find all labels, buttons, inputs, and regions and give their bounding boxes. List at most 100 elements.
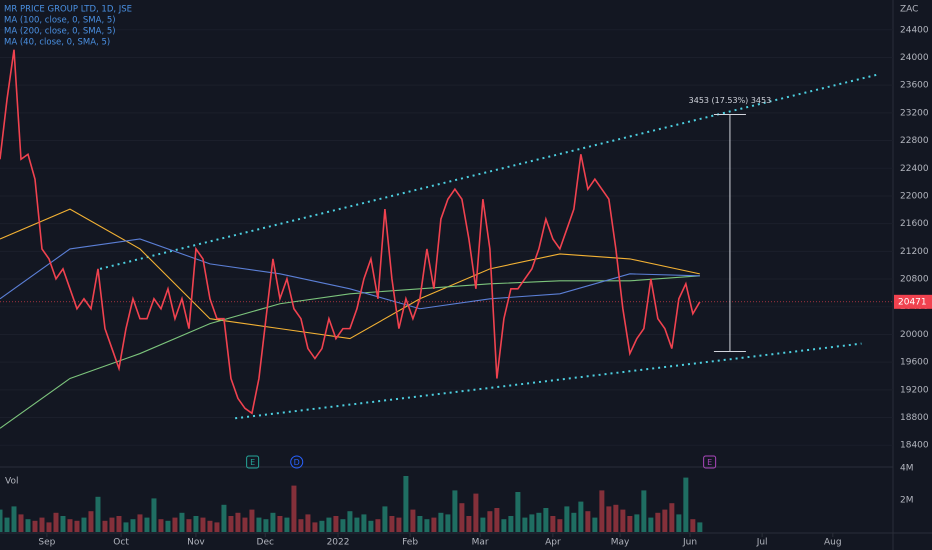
volume-bar <box>662 509 668 532</box>
volume-bar <box>53 512 59 532</box>
volume-bar <box>319 520 325 532</box>
volume-bar <box>424 519 430 532</box>
currency: ZAC <box>900 5 918 15</box>
volume-bar <box>354 517 360 532</box>
volume-bar <box>487 511 493 532</box>
volume-bar <box>438 512 444 532</box>
volume-bar <box>32 520 38 532</box>
volume-bar <box>291 485 297 532</box>
event-marker <box>703 455 717 469</box>
volume-bar <box>214 522 220 532</box>
y-tick-label: 23600 <box>900 81 929 91</box>
x-tick-label: 2022 <box>327 538 350 548</box>
volume-bar <box>606 506 612 532</box>
y-tick-label: 18400 <box>900 441 929 451</box>
volume-bar <box>186 519 192 532</box>
volume-bar <box>298 519 304 532</box>
volume-bar <box>613 504 619 532</box>
volume-bar <box>417 516 423 532</box>
volume-bar <box>333 516 339 532</box>
volume-bar <box>683 477 689 532</box>
volume-bar <box>494 508 500 532</box>
volume-bar <box>389 516 395 532</box>
y-tick-label: 22800 <box>900 136 929 146</box>
volume-bar <box>74 520 80 532</box>
volume-bar <box>95 496 101 532</box>
event-marker <box>290 455 304 469</box>
volume-bar <box>326 517 332 532</box>
volume-bar <box>452 490 458 532</box>
volume-bar <box>361 514 367 532</box>
volume-bar <box>522 517 528 532</box>
volume-bar <box>473 493 479 532</box>
volume-bar <box>529 514 535 532</box>
x-tick-label: Feb <box>402 538 418 548</box>
y-tick-label: 24400 <box>900 25 929 35</box>
volume-bar <box>88 511 94 532</box>
measure-label: 3453 (17.53%) 3453 <box>689 96 772 105</box>
volume-bar <box>270 512 276 532</box>
volume-bar <box>102 520 108 532</box>
volume-bar <box>375 519 381 532</box>
volume-bar <box>515 492 521 532</box>
x-tick-label: May <box>611 538 630 548</box>
volume-bar <box>179 512 185 532</box>
volume-bar <box>543 508 549 532</box>
volume-label: Vol <box>5 477 18 487</box>
volume-bar <box>137 514 143 532</box>
volume-bar <box>697 522 703 532</box>
volume-bar <box>648 517 654 532</box>
volume-bar <box>109 517 115 532</box>
x-tick-label: Aug <box>824 538 842 548</box>
y-tick-label: 22000 <box>900 191 929 201</box>
volume-bar <box>81 517 87 532</box>
last-price-badge <box>894 294 932 309</box>
volume-bar <box>312 522 318 532</box>
volume-bar <box>445 514 451 532</box>
volume-bar <box>235 512 241 532</box>
volume-bar <box>564 506 570 532</box>
price-line <box>0 49 701 415</box>
event-label: E <box>250 458 255 467</box>
volume-bar <box>165 520 171 532</box>
volume-bar <box>431 517 437 532</box>
volume-bar <box>18 514 24 532</box>
volume-bar <box>277 516 283 532</box>
volume-bar <box>151 498 157 532</box>
volume-bar <box>382 506 388 532</box>
volume-bar <box>627 516 633 532</box>
y-tick-label: 24000 <box>900 53 929 63</box>
volume-bar <box>263 519 269 532</box>
y-tick-label: 21200 <box>900 247 929 257</box>
legend-entry: MA (100, close, 0, SMA, 5) <box>4 16 116 26</box>
volume-bar <box>480 517 486 532</box>
volume-bar <box>123 522 129 532</box>
volume-bar <box>46 522 52 532</box>
x-tick-label: Nov <box>187 538 205 548</box>
volume-bar <box>501 519 507 532</box>
volume-bar <box>340 519 346 532</box>
volume-tick-label: 4M <box>900 464 914 474</box>
volume-bar <box>396 517 402 532</box>
y-tick-label: 20000 <box>900 330 929 340</box>
y-tick-label: 18800 <box>900 413 929 423</box>
volume-bar <box>466 516 472 532</box>
volume-bar <box>242 517 248 532</box>
volume-bar <box>634 514 640 532</box>
volume-bar <box>200 517 206 532</box>
chart-title: MR PRICE GROUP LTD, 1D, JSE <box>4 5 132 15</box>
y-tick-label: 22400 <box>900 164 929 174</box>
volume-bar <box>228 516 234 532</box>
x-tick-label: Jul <box>756 538 768 548</box>
volume-bar <box>158 519 164 532</box>
event-label: D <box>294 458 300 467</box>
volume-bar <box>508 516 514 532</box>
volume-bar <box>592 517 598 532</box>
volume-bar <box>249 509 255 532</box>
volume-bar <box>557 519 563 532</box>
y-tick-label: 19200 <box>900 385 929 395</box>
volume-bar <box>410 509 416 532</box>
volume-bar <box>144 517 150 532</box>
volume-bar <box>459 503 465 532</box>
